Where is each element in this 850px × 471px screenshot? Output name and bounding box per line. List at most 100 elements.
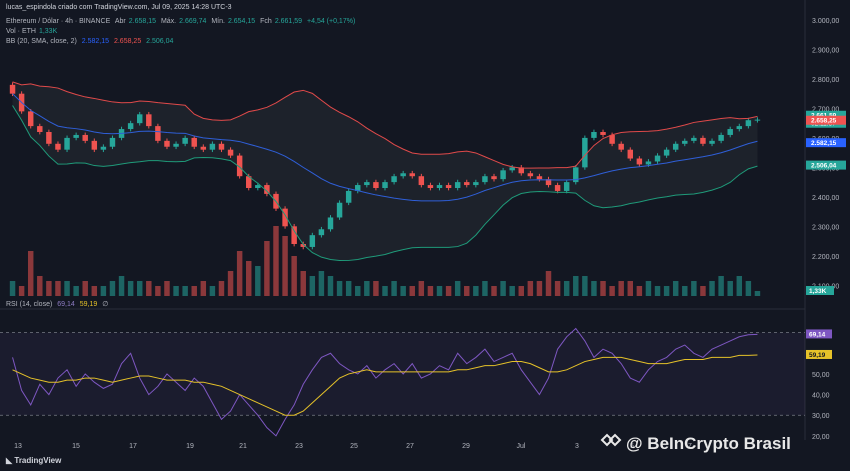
volume-bar xyxy=(55,281,61,296)
bb-band-area xyxy=(12,81,758,261)
volume-bar xyxy=(100,286,107,296)
candle-body xyxy=(700,137,706,144)
volume-bar xyxy=(18,286,25,296)
tradingview-logo-text: TradingView xyxy=(14,456,62,465)
open-value: 2.658,15 xyxy=(128,18,156,25)
rsi-band xyxy=(0,332,805,416)
volume-bar xyxy=(600,281,606,296)
candle-body xyxy=(736,126,743,130)
time-tick-label: 3 xyxy=(575,443,579,450)
candle-body xyxy=(545,179,552,186)
candle-body xyxy=(536,176,543,180)
beincrypto-logo-icon xyxy=(600,431,622,454)
volume-bar xyxy=(436,286,443,296)
candle-body xyxy=(391,176,397,183)
candle-body xyxy=(609,134,615,144)
volume-label-box xyxy=(806,286,834,295)
candle-body xyxy=(345,190,352,203)
rsi-ma-value: 59,19 xyxy=(79,301,98,308)
candle-body xyxy=(327,217,334,230)
candle-body xyxy=(55,143,61,150)
volume-bar xyxy=(736,276,743,296)
bb-upper-value: 2.658,25 xyxy=(113,38,142,45)
time-tick-label: 15 xyxy=(72,443,80,450)
candle-body xyxy=(64,137,70,150)
volume-bar xyxy=(518,286,524,296)
rsi-tick-label: 20,00 xyxy=(812,434,830,441)
candle-body xyxy=(282,208,288,227)
bb-lower-value: 2.506,04 xyxy=(146,38,174,45)
rsi-panel xyxy=(0,327,805,437)
volume-bar xyxy=(318,271,325,296)
candle-body xyxy=(27,111,34,127)
volume-bar xyxy=(536,281,543,296)
candle-body xyxy=(464,182,470,186)
candle-body xyxy=(663,149,670,156)
rsi-legend: RSI (14, close) 69,14 59,19 ∅ xyxy=(6,300,111,308)
candle-body xyxy=(473,182,479,186)
candle-body xyxy=(82,134,88,141)
volume-bar xyxy=(464,286,470,296)
candle-body xyxy=(400,173,406,177)
volume-bar xyxy=(672,281,679,296)
candle-body xyxy=(672,143,679,150)
candle-body xyxy=(409,173,415,177)
volume-bar xyxy=(545,271,552,296)
candle-body xyxy=(482,176,488,183)
volume-bar xyxy=(509,286,515,296)
candle-body xyxy=(336,202,343,218)
volume-bar xyxy=(636,286,643,296)
volume-bar xyxy=(491,286,497,296)
close-value: 2.661,59 xyxy=(274,18,303,25)
volume-bar xyxy=(554,281,561,296)
volume-bar xyxy=(445,286,452,296)
volume-bar xyxy=(246,261,252,296)
rsi-label-box xyxy=(806,349,832,359)
volume-bar xyxy=(618,281,624,296)
time-tick-label: 13 xyxy=(14,443,22,450)
rsi-line xyxy=(12,327,758,437)
candle-body xyxy=(627,149,634,159)
price-tick-label: 2.200,00 xyxy=(812,254,839,261)
change-value: +4,54 (+0,17%) xyxy=(307,18,356,25)
volume-bar xyxy=(91,286,98,296)
high-value: 2.669,74 xyxy=(179,18,207,25)
volume-bar xyxy=(627,281,634,296)
candle-body xyxy=(373,182,379,188)
candle-body xyxy=(727,129,733,135)
volume-bar xyxy=(645,281,652,296)
volume-bar xyxy=(218,281,225,296)
volume-bar xyxy=(563,281,570,296)
volume-bar xyxy=(582,276,588,296)
grid xyxy=(0,0,806,440)
candle-body xyxy=(355,185,361,191)
volume-bar xyxy=(754,291,761,296)
volume-bar xyxy=(64,281,70,296)
volume-bar xyxy=(200,281,207,296)
candle-body xyxy=(563,182,570,191)
time-tick-label: Jul xyxy=(517,443,526,450)
volume-bar xyxy=(255,266,261,296)
bb-label: BB (20, SMA, close, 2) xyxy=(6,38,77,45)
volume-bar xyxy=(427,286,434,296)
volume-bar xyxy=(327,276,334,296)
price-tick-label: 2.300,00 xyxy=(812,224,839,231)
candle-body xyxy=(109,137,116,147)
volume-bar xyxy=(9,281,16,296)
candle-body xyxy=(127,123,134,130)
candle-body xyxy=(209,143,216,150)
high-label: Máx. xyxy=(160,18,177,25)
volume-bar xyxy=(27,251,34,296)
volume-bar xyxy=(745,281,752,296)
candle-body xyxy=(518,167,524,174)
candle-body xyxy=(454,182,461,188)
volume-bar xyxy=(700,286,706,296)
candle-body xyxy=(600,132,606,135)
bb-lower-line xyxy=(12,105,758,261)
bollinger-band-lines xyxy=(12,81,758,261)
rsi-label: 59,19 xyxy=(809,352,826,359)
time-tick-label: 25 xyxy=(350,443,358,450)
volume-label: 1,33K xyxy=(809,288,827,295)
volume-bar xyxy=(136,281,143,296)
